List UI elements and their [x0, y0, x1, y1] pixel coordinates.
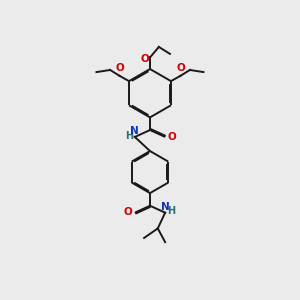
Text: O: O: [124, 207, 132, 217]
Text: N: N: [161, 202, 170, 212]
Text: O: O: [176, 63, 185, 73]
Text: H: H: [125, 131, 133, 141]
Text: O: O: [115, 63, 124, 73]
Text: N: N: [130, 126, 139, 136]
Text: H: H: [167, 206, 176, 216]
Text: O: O: [168, 131, 176, 142]
Text: O: O: [140, 54, 149, 64]
